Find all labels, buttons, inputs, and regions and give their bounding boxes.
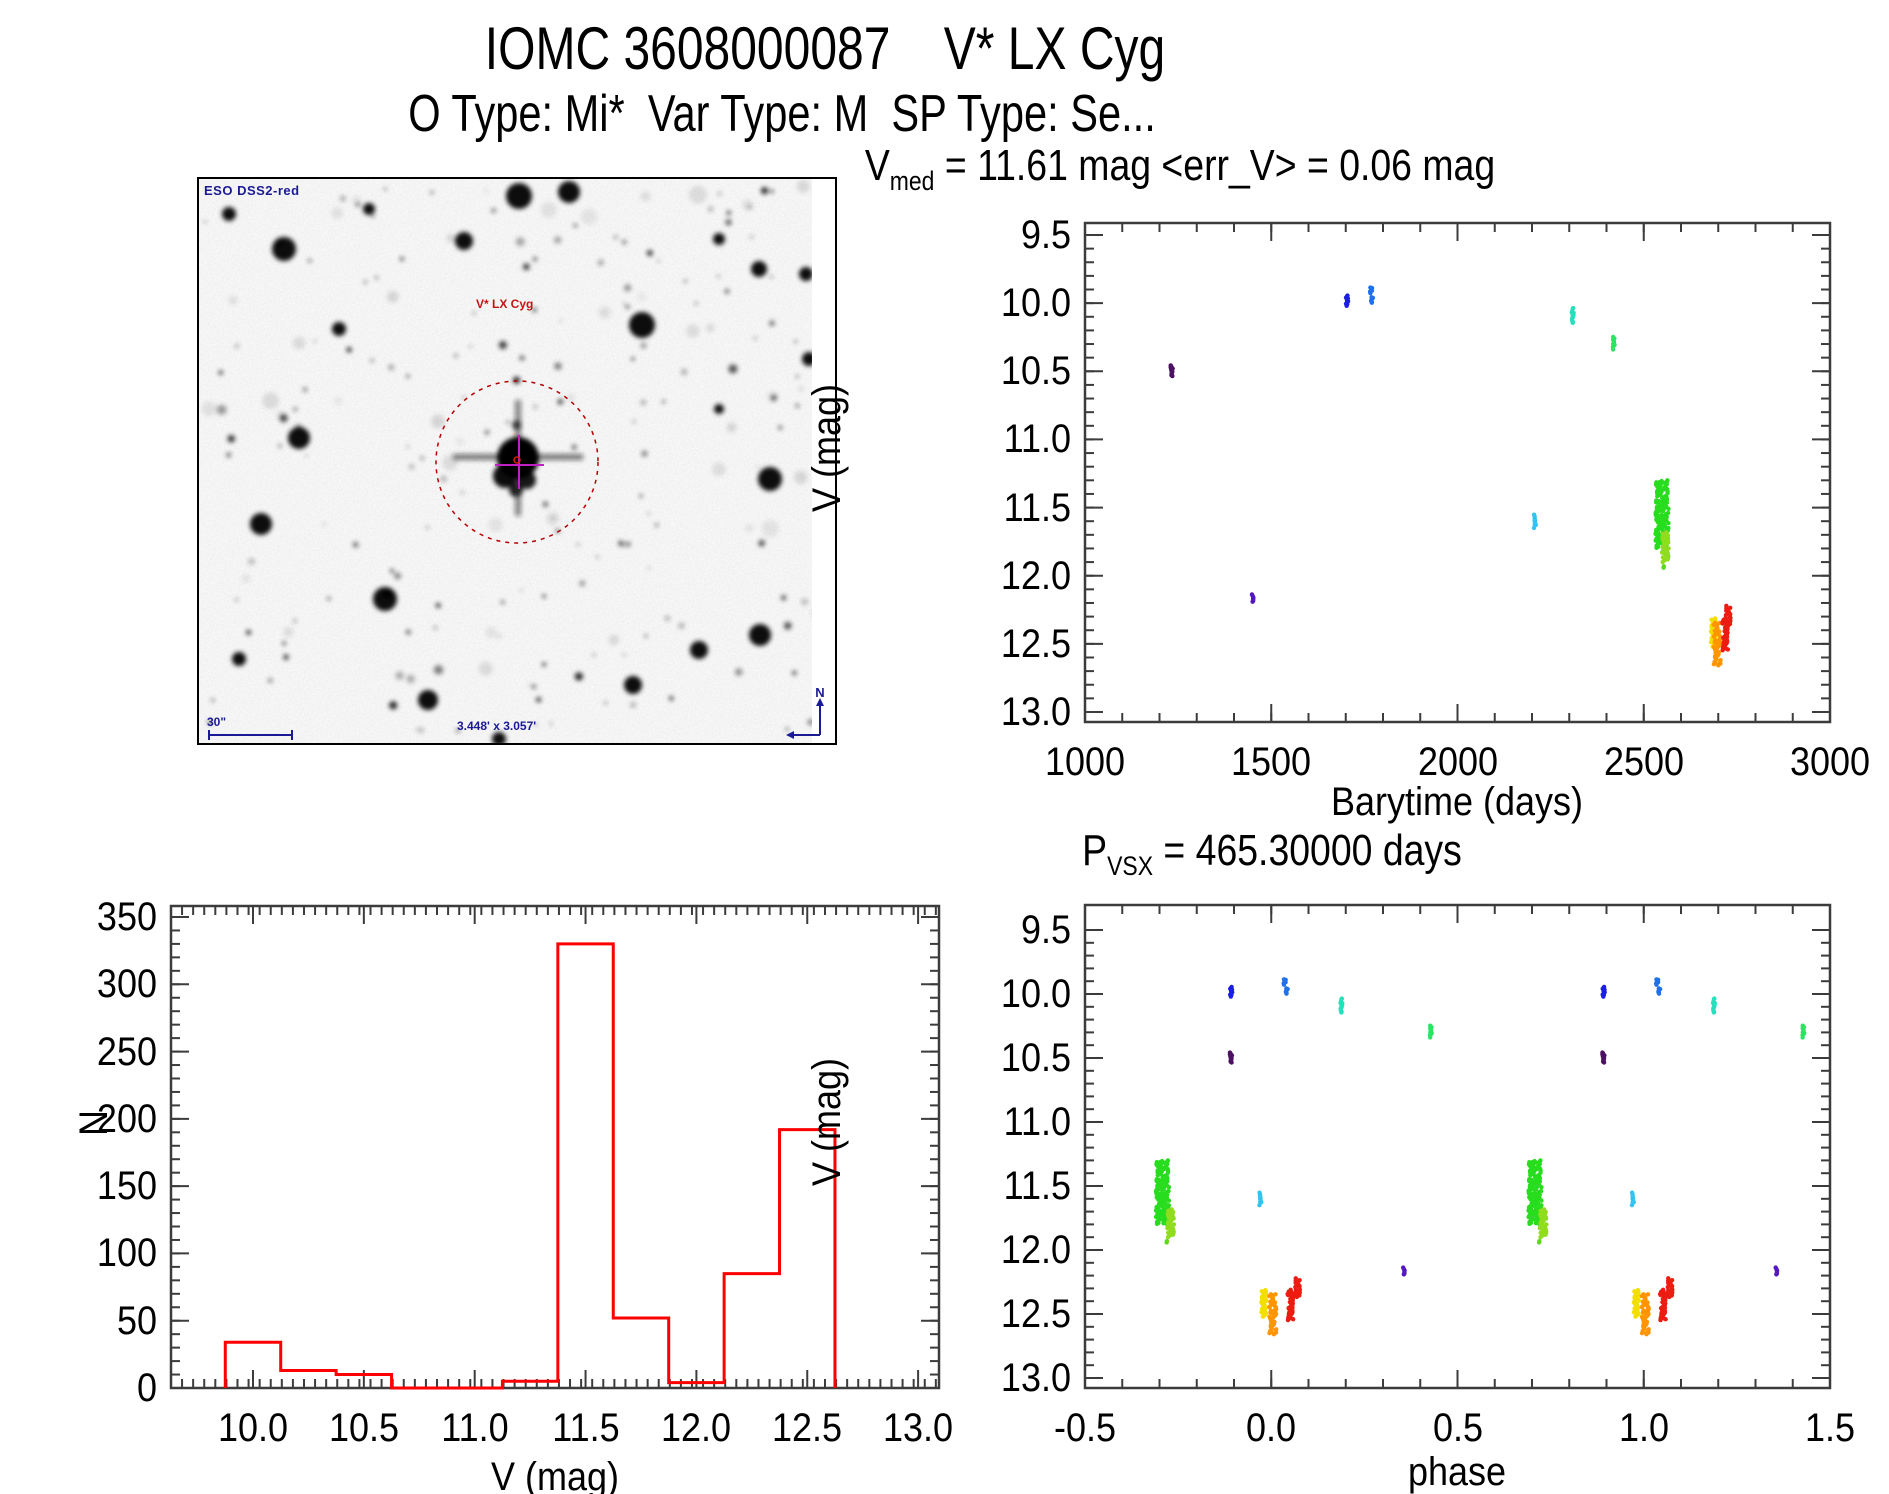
tick-label: 13.0: [1000, 1356, 1071, 1400]
tick-label: 9.5: [1020, 213, 1071, 257]
target-star-label: V* LX Cyg: [476, 297, 534, 311]
histogram-plot: V (mag) N 10.0 10.5 11.0 11.5 12.0 12.5 13.0 0 5…: [20, 860, 960, 1494]
tick-label: 300: [96, 962, 157, 1007]
lightcurve-title-subscript: med: [889, 166, 935, 196]
tick-label: 11.0: [1003, 1100, 1071, 1144]
histogram-outline: [223, 942, 837, 1390]
lightcurve-title-rest: = 11.61 mag <err_V> = 0.06 mag: [934, 141, 1496, 190]
page-title: IOMC 3608000087 V* LX Cyg: [484, 15, 1166, 82]
tick-label: 10.5: [1000, 349, 1071, 394]
phase-yaxis-label: V (mag): [805, 1057, 849, 1187]
tick-label: 11.0: [440, 1406, 509, 1450]
tick-label: 2500: [1603, 740, 1684, 784]
lightcurve-title-prefix: V: [864, 141, 890, 190]
phase-canvas: [1083, 903, 1832, 1390]
tick-label: 11.5: [1003, 1164, 1071, 1208]
tick-label: 350: [96, 895, 157, 939]
tick-label: 250: [96, 1029, 157, 1074]
tick-label: 12.5: [1000, 1292, 1071, 1336]
tick-label: 11.0: [1003, 417, 1071, 462]
tick-label: 9.5: [1020, 908, 1071, 952]
phase-title-prefix: P: [1082, 826, 1108, 875]
tick-label: 1.0: [1618, 1406, 1669, 1450]
tick-label: 10.5: [328, 1406, 399, 1450]
field-of-view-label: 3.448' x 3.057': [457, 719, 537, 733]
lightcurve-title: Vmed = 11.61 mag <err_V> = 0.06 mag: [798, 141, 1563, 196]
lightcurve-xaxis-label: Barytime (days): [1330, 780, 1584, 824]
phase-title: PVSX = 465.30000 days: [890, 826, 1655, 881]
tick-label: 3000: [1789, 740, 1871, 784]
tick-label: 10.0: [1000, 281, 1071, 326]
tick-label: 150: [96, 1164, 157, 1209]
survey-label: ESO DSS2-red: [204, 183, 300, 198]
target-circle: [435, 380, 599, 544]
page-subtitle: O Type: Mi* Var Type: M SP Type: Se...: [408, 85, 1156, 143]
tick-label: 12.5: [1000, 621, 1071, 666]
phase-plot: phase V (mag) -0.5 0.0 0.5 1.0 1.5 9.5 10.0 10.…: [780, 830, 1889, 1494]
lightcurve-points: [1168, 285, 1733, 668]
histogram-canvas: [169, 904, 941, 1390]
tick-label: -0.5: [1053, 1406, 1117, 1450]
starfield-image: NE: [199, 179, 835, 757]
tick-label: 100: [96, 1231, 157, 1276]
tick-label: 0.0: [1246, 1406, 1297, 1450]
phase-title-subscript: VSX: [1107, 851, 1154, 881]
tick-label: 10.5: [1000, 1036, 1071, 1080]
tick-label: 12.5: [772, 1406, 843, 1450]
tick-label: 200: [96, 1096, 157, 1141]
phase-xaxis-label: phase: [1407, 1450, 1507, 1494]
tick-label: 1000: [1044, 740, 1126, 784]
tick-label: 50: [116, 1298, 157, 1343]
tick-label: 11.5: [551, 1406, 620, 1450]
histogram-xaxis-label: V (mag): [490, 1455, 620, 1494]
target-center-marker: [513, 456, 521, 464]
compass-north: N: [815, 685, 824, 700]
scale-bar-label: 30": [207, 715, 227, 729]
tick-label: 13.0: [883, 1406, 954, 1450]
tick-label: 0: [136, 1366, 157, 1410]
tick-label: 0.5: [1432, 1406, 1483, 1450]
tick-label: 12.0: [1000, 553, 1071, 598]
lightcurve-yaxis-label: V (mag): [805, 383, 849, 513]
phase-points: [1153, 977, 1807, 1337]
tick-label: 12.0: [1000, 1228, 1071, 1272]
tick-label: 1500: [1231, 740, 1312, 784]
tick-label: 10.0: [217, 1406, 289, 1450]
stars-layer: [201, 180, 812, 743]
lightcurve-plot: Barytime (days) V (mag) 1000 1500 2000 2500…: [780, 145, 1889, 830]
compass-icon: [786, 698, 824, 739]
tick-label: 13.0: [1000, 690, 1071, 734]
sky-image-panel: NE ESO DSS2-red V* LX Cyg 30" 3.448' x 3…: [197, 177, 837, 757]
tick-label: 2000: [1417, 740, 1498, 784]
tick-label: 10.0: [1000, 972, 1071, 1016]
scale-bar: [208, 730, 293, 740]
tick-label: 11.5: [1003, 485, 1071, 530]
lightcurve-canvas: [1083, 221, 1832, 724]
phase-title-rest: = 465.30000 days: [1153, 826, 1462, 875]
tick-label: 1.5: [1804, 1406, 1856, 1450]
tick-label: 12.0: [661, 1406, 732, 1450]
